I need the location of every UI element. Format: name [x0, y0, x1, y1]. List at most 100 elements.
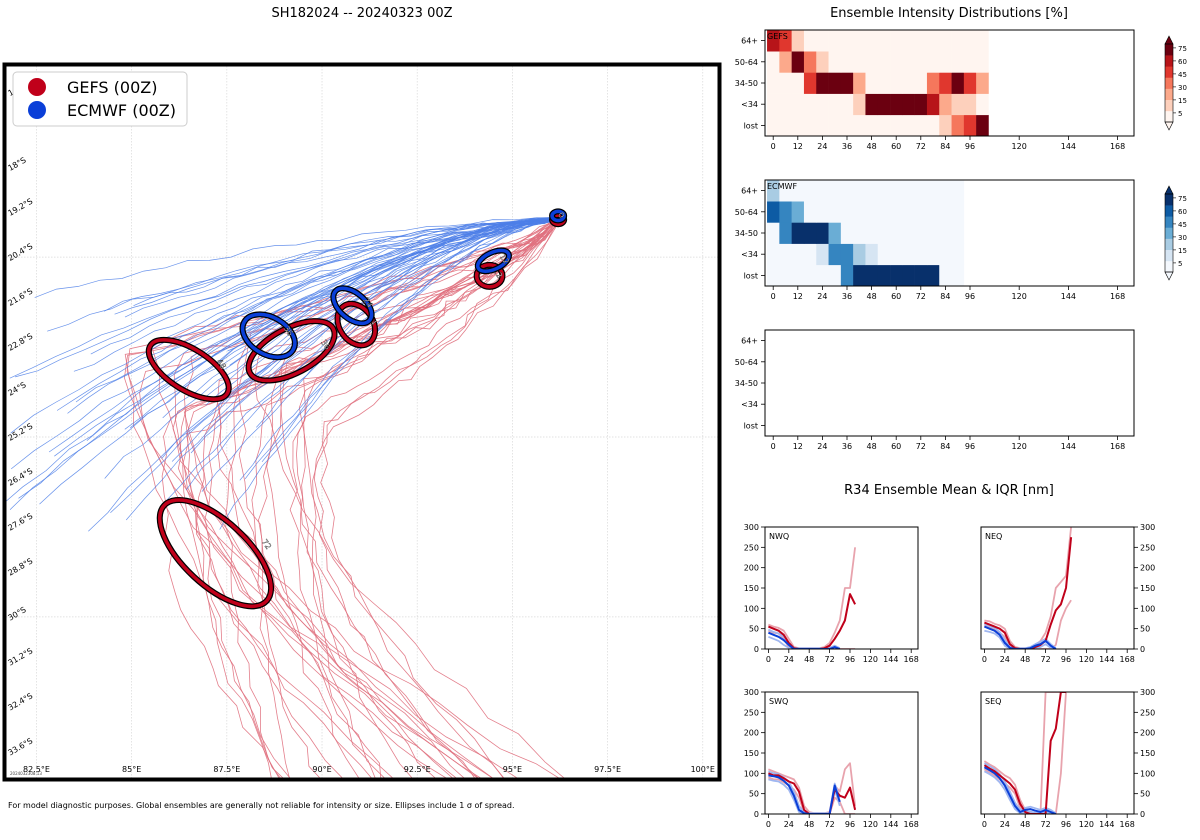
heat-cell [963, 114, 977, 137]
r34-ytick-label: 0 [1140, 645, 1145, 654]
heat-frame [764, 329, 1135, 437]
heat-cell [951, 51, 965, 73]
heat-ytick-label: 50-64 [735, 358, 758, 367]
heat-cell [816, 264, 829, 287]
r34-xtick-label: 0 [766, 655, 771, 664]
heat-cell [902, 222, 915, 244]
heat-cell [840, 222, 854, 244]
heat-cell [791, 30, 805, 52]
heat-cell [853, 222, 866, 244]
heat-cell [951, 180, 965, 202]
colorbar-gefs: 5 15 30 45 60 75 [1164, 35, 1187, 131]
heat-cell [877, 222, 891, 244]
heat-cell [951, 30, 965, 52]
heat-cell [926, 222, 940, 244]
r34-line-gefs-mean [983, 692, 1066, 814]
ecmwf-member-track [163, 217, 559, 504]
heat-cell [803, 222, 817, 244]
heat-xtick-label: 96 [965, 292, 975, 301]
heat-cell [816, 51, 829, 73]
heat-cell [914, 243, 928, 266]
colorbar-segment [1165, 260, 1173, 273]
colorbar-tick-label: 5 [1178, 110, 1182, 118]
heat-cell [767, 93, 780, 116]
heat-cell [767, 222, 780, 244]
heat-cell [890, 93, 903, 116]
gefs-member-track [251, 217, 559, 778]
r34-line-ecmwf-mean [768, 631, 841, 649]
lat-tick-label: 28.8°S [7, 556, 35, 577]
heat-cell [877, 201, 891, 223]
colorbar-segment [1165, 238, 1173, 251]
heat-cell [963, 51, 977, 73]
lon-tick-label: 85°E [122, 765, 141, 774]
r34-panel-label: SEQ [985, 697, 1001, 706]
colorbar-segment [1165, 205, 1173, 217]
gefs-member-track [311, 222, 559, 778]
heat-cell [976, 114, 989, 137]
heat-ytick-label: 64+ [741, 187, 758, 196]
heat-cell [951, 222, 965, 244]
heat-cell [803, 93, 817, 116]
lon-tick-label: 95°E [503, 765, 522, 774]
colorbar-tick-label: 60 [1178, 58, 1187, 66]
heat-cell [853, 180, 866, 202]
colorbar-segment [1165, 110, 1173, 123]
r34-xtick-label: 168 [904, 655, 919, 664]
legend-marker-ecmwf [28, 101, 46, 119]
heat-cell [926, 264, 940, 287]
heat-cell [840, 180, 854, 202]
heat-xtick-label: 0 [771, 292, 776, 301]
heat-xtick-label: 60 [891, 142, 901, 151]
heat-cell [791, 114, 805, 137]
heat-cell [877, 114, 891, 137]
heat-cell [767, 72, 780, 94]
heat-cell [939, 264, 952, 287]
r34-line-ecmwf-mean [984, 625, 1057, 649]
lon-tick-label: 87.5°E [213, 765, 240, 774]
lat-tick-label: 26.4°S [7, 466, 35, 487]
heat-cell [951, 264, 965, 287]
heat-cell [926, 180, 940, 202]
heat-cell [890, 180, 903, 202]
lat-tick-label: 31.2°S [7, 646, 35, 667]
colorbar-tick-label: 5 [1178, 260, 1182, 268]
heat-cell [767, 51, 780, 73]
colorbar-tick-label: 60 [1178, 208, 1187, 216]
heat-cell [865, 93, 879, 116]
heat-cell [767, 243, 780, 266]
heat-cell [828, 201, 842, 223]
colorbar-segment [1165, 44, 1173, 56]
heat-cell [914, 222, 928, 244]
lon-tick-label: 92.5°E [404, 765, 431, 774]
r34-frame [764, 526, 919, 650]
ecmwf-ellipse-36 [240, 312, 297, 359]
r34-line-ecmwf-lower [768, 778, 841, 814]
r34-xtick-label: 144 [883, 655, 898, 664]
r34-lines [984, 527, 1073, 649]
heat-cell [926, 30, 940, 52]
heat-cell [803, 201, 817, 223]
heat-cell [767, 30, 780, 52]
heat-cell [914, 72, 928, 94]
r34-ytick-label: 0 [754, 810, 759, 819]
gefs-member-track [298, 218, 559, 778]
r34-xtick-label: 0 [982, 820, 987, 829]
heat-cell [877, 72, 891, 94]
map-frame [2, 62, 722, 782]
lat-tick-label: 24°S [7, 380, 28, 397]
r34-ytick-label: 200 [744, 729, 759, 738]
r34-line-ecmwf-lower [984, 629, 1057, 649]
lat-tick-label: 30°S [7, 605, 28, 622]
heat-cell [877, 30, 891, 52]
r34-ytick-label: 150 [744, 749, 759, 758]
r34-ytick-label: 0 [1140, 810, 1145, 819]
heat-cell [902, 114, 915, 137]
heat-cell [865, 222, 879, 244]
ecmwf-ellipse-24 [331, 286, 374, 326]
heat-cell [902, 201, 915, 223]
heat-cell [816, 180, 829, 202]
r34-xtick-label: 24 [784, 820, 794, 829]
ecmwf-member-track [244, 219, 559, 480]
